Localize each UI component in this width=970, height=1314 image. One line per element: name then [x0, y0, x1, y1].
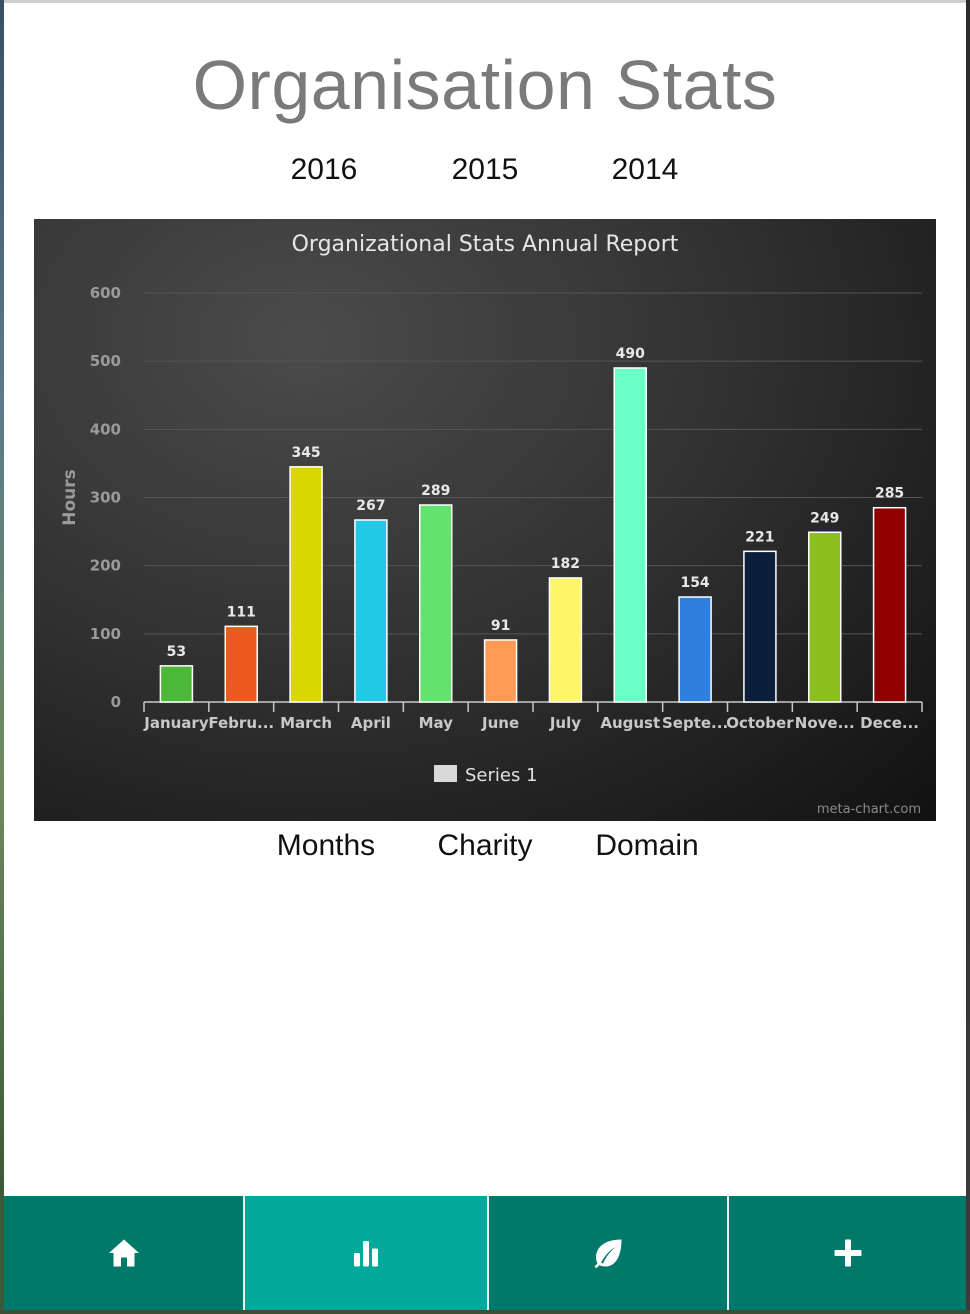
- tab-year-2016[interactable]: 2016: [290, 153, 358, 186]
- nav-home-button[interactable]: [4, 1196, 243, 1310]
- bar-chart-icon: [354, 1241, 378, 1267]
- legend-swatch: [434, 765, 457, 782]
- chart-svg: Organizational Stats Annual Report 0 100 20…: [60, 232, 923, 817]
- y-tick-label: 600: [90, 284, 121, 302]
- bar-october: [743, 550, 777, 703]
- data-label: 53: [167, 644, 186, 660]
- data-label: 249: [810, 510, 839, 526]
- nav-leaf-button[interactable]: [487, 1196, 727, 1310]
- bar-january: [159, 665, 194, 703]
- data-label: 182: [551, 556, 580, 572]
- data-label: 285: [875, 486, 904, 502]
- page-title: Organisation Stats: [192, 46, 778, 124]
- data-label: 289: [421, 483, 450, 499]
- tab-domain[interactable]: Domain: [595, 829, 699, 862]
- year-tabs: 2016 2015 2014: [4, 153, 966, 193]
- x-tick-label: August: [600, 714, 660, 732]
- annual-report-chart: Organizational Stats Annual Report 0 100 20…: [34, 219, 936, 821]
- x-tick-label: July: [549, 714, 581, 732]
- bar-july: [548, 577, 583, 703]
- stats-panel: Organisation Stats 2016 2015 2014 Organi…: [4, 0, 966, 1196]
- data-label: 221: [745, 529, 774, 545]
- tab-year-2014[interactable]: 2014: [611, 153, 679, 186]
- bar-febru: [224, 625, 258, 703]
- data-label: 267: [356, 498, 385, 514]
- chart-credit: meta-chart.com: [817, 802, 921, 817]
- background-edge-left: [0, 0, 4, 1314]
- nav-stats-button[interactable]: [243, 1196, 487, 1310]
- bar-april: [354, 519, 388, 703]
- background-bottom-strip: [0, 1310, 970, 1314]
- tab-year-2015[interactable]: 2015: [451, 153, 519, 186]
- chart-title: Organizational Stats Annual Report: [292, 232, 679, 257]
- y-tick-label: 100: [90, 625, 121, 643]
- x-tick-label: Febru...: [208, 714, 274, 732]
- data-label: 91: [491, 618, 510, 634]
- x-tick-label: January: [143, 714, 209, 732]
- y-tick-label: 200: [90, 557, 121, 575]
- y-tick-label: 400: [90, 420, 121, 438]
- x-tick-label: March: [280, 714, 332, 732]
- data-label: 154: [680, 575, 709, 591]
- bar-dece: [872, 506, 907, 703]
- y-tick-label: 0: [111, 693, 121, 711]
- bar-august: [613, 367, 647, 703]
- bar-nove: [808, 531, 842, 703]
- tab-charity[interactable]: Charity: [437, 829, 533, 862]
- bar-march: [289, 466, 323, 703]
- x-tick-label: Septe...: [662, 714, 728, 732]
- background-edge-right: [966, 0, 970, 1314]
- x-tick-label: May: [419, 714, 454, 732]
- category-tabs: Months Charity Domain: [4, 829, 966, 869]
- x-tick-label: June: [481, 714, 519, 732]
- x-tick-label: Nove...: [795, 714, 855, 732]
- y-axis-label: Hours: [60, 469, 80, 526]
- data-label: 111: [227, 604, 256, 620]
- home-icon: [108, 1239, 139, 1267]
- y-tick-label: 300: [90, 489, 121, 507]
- data-label: 490: [616, 346, 645, 362]
- nav-add-button[interactable]: [727, 1196, 966, 1310]
- legend-label: Series 1: [465, 765, 538, 786]
- x-tick-label: April: [351, 714, 391, 732]
- bar-may: [419, 504, 453, 703]
- y-tick-label: 500: [90, 352, 121, 370]
- x-tick-label: October: [726, 714, 794, 732]
- plus-icon: [834, 1239, 861, 1267]
- data-label: 345: [291, 445, 320, 461]
- leaf-icon: [594, 1239, 622, 1269]
- tab-months[interactable]: Months: [276, 829, 376, 862]
- bottom-nav-bar: [4, 1196, 966, 1310]
- bar-septe: [678, 596, 712, 703]
- bar-june: [483, 639, 518, 703]
- x-tick-label: Dece...: [860, 714, 919, 732]
